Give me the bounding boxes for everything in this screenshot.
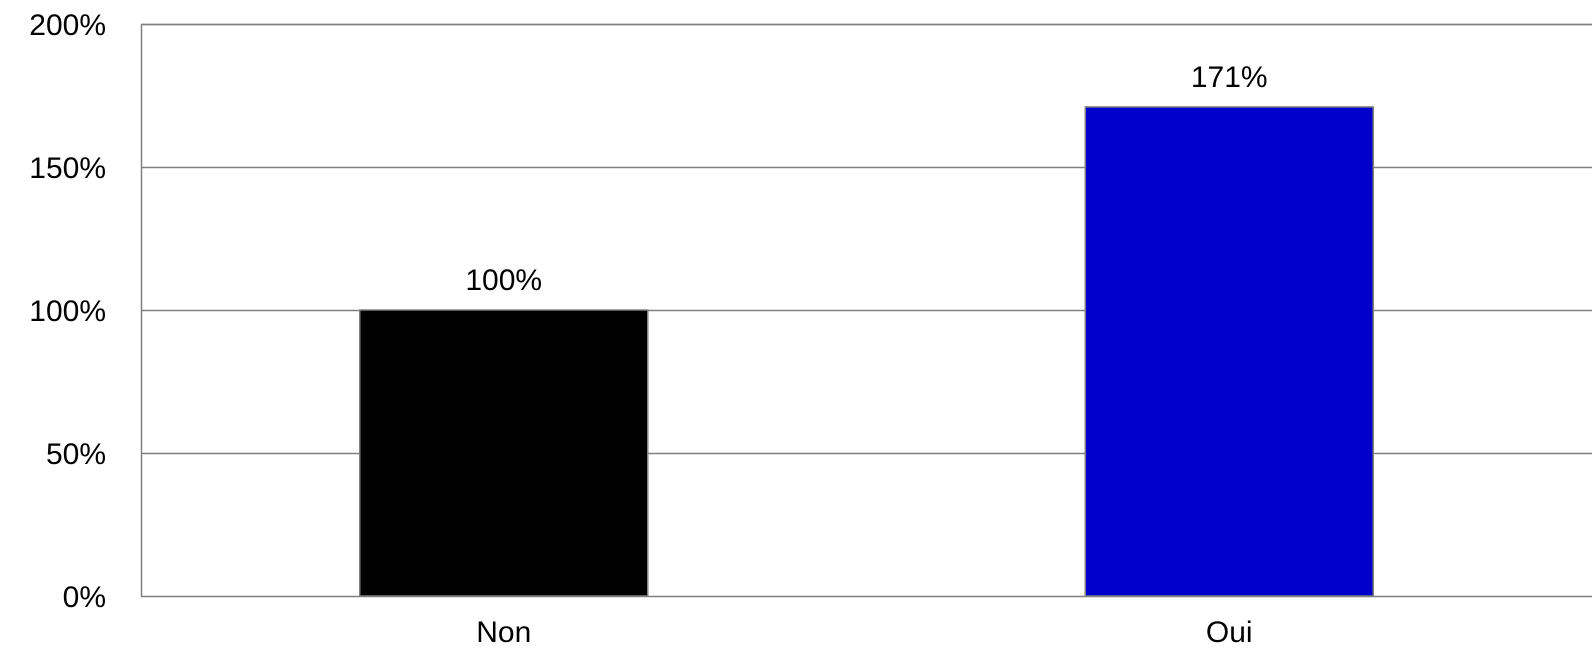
bar-oui: [1084, 106, 1374, 597]
labels: 0% 50% 100% 150% 200% 100% Non 171% Oui: [29, 9, 1267, 649]
y-tick-label: 200%: [29, 9, 106, 42]
data-label: 171%: [1191, 61, 1268, 94]
bar-non: [359, 309, 649, 597]
gridlines: [141, 23, 1592, 455]
y-tick-label: 100%: [29, 295, 106, 328]
y-tick-label: 0%: [63, 581, 106, 614]
x-tick-label: Oui: [1206, 616, 1253, 649]
axes: [140, 23, 1592, 598]
bars: [359, 106, 1374, 597]
x-tick-label: Non: [476, 616, 531, 649]
y-tick-label: 150%: [29, 152, 106, 185]
y-tick-label: 50%: [46, 438, 106, 471]
data-label: 100%: [465, 264, 542, 297]
